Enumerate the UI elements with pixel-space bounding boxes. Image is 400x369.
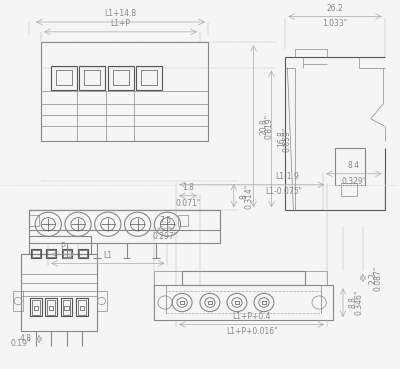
- Bar: [29, 236, 91, 254]
- Text: 4.8: 4.8: [19, 334, 31, 343]
- Bar: [46, 298, 57, 316]
- Bar: [61, 298, 72, 316]
- Bar: [78, 249, 88, 258]
- Bar: [29, 210, 220, 243]
- Text: 1.8: 1.8: [182, 183, 194, 192]
- Bar: [49, 306, 54, 310]
- Text: 0.087": 0.087": [374, 265, 383, 291]
- Bar: [48, 300, 55, 315]
- Text: 1.033": 1.033": [322, 20, 348, 28]
- Text: 8: 8: [240, 194, 249, 199]
- Bar: [30, 298, 42, 316]
- Text: L1: L1: [103, 251, 112, 260]
- Bar: [305, 271, 327, 285]
- Bar: [97, 291, 107, 311]
- Bar: [208, 301, 212, 304]
- Text: L1+P: L1+P: [110, 19, 130, 28]
- Bar: [48, 250, 55, 257]
- Bar: [108, 66, 134, 90]
- Text: 0.297": 0.297": [152, 232, 178, 241]
- Bar: [63, 250, 71, 257]
- Bar: [32, 250, 40, 257]
- Text: 16.8: 16.8: [278, 131, 286, 147]
- Bar: [76, 298, 88, 316]
- Bar: [21, 254, 97, 331]
- Bar: [29, 210, 220, 231]
- Bar: [34, 306, 38, 310]
- Text: 26.2: 26.2: [327, 4, 344, 13]
- Text: P: P: [61, 242, 65, 251]
- Bar: [32, 300, 40, 315]
- Bar: [80, 306, 84, 310]
- Bar: [182, 271, 305, 285]
- Text: L1-0.075": L1-0.075": [265, 187, 302, 196]
- Bar: [235, 301, 239, 304]
- Bar: [154, 271, 182, 285]
- Bar: [46, 249, 56, 258]
- Text: L1+P+0.4: L1+P+0.4: [232, 312, 271, 321]
- Bar: [166, 291, 321, 313]
- Bar: [78, 300, 86, 315]
- Text: 0.071": 0.071": [176, 199, 201, 208]
- Bar: [79, 66, 105, 90]
- Bar: [31, 249, 41, 258]
- Text: 8.4: 8.4: [348, 161, 360, 170]
- Bar: [63, 300, 70, 315]
- Bar: [341, 183, 357, 196]
- Text: 0.314": 0.314": [245, 184, 254, 209]
- Bar: [262, 301, 266, 304]
- Bar: [113, 70, 129, 85]
- Text: L1+P+0.016": L1+P+0.016": [226, 327, 278, 337]
- Text: L1+14.8: L1+14.8: [104, 9, 137, 18]
- Text: 8.8: 8.8: [349, 297, 358, 308]
- Bar: [335, 148, 365, 185]
- Text: 0.819": 0.819": [265, 114, 274, 139]
- Text: 2.2: 2.2: [369, 272, 378, 284]
- Bar: [51, 66, 77, 90]
- Text: 0.346": 0.346": [354, 290, 363, 315]
- Bar: [41, 42, 208, 141]
- Bar: [62, 249, 72, 258]
- Text: L1-1.9: L1-1.9: [276, 172, 299, 181]
- Bar: [141, 70, 158, 85]
- Bar: [56, 70, 72, 85]
- Bar: [64, 306, 69, 310]
- Bar: [180, 301, 184, 304]
- Bar: [178, 215, 188, 226]
- Bar: [79, 250, 87, 257]
- Bar: [84, 70, 100, 85]
- Bar: [13, 291, 23, 311]
- Bar: [29, 215, 39, 226]
- Bar: [136, 66, 162, 90]
- Bar: [154, 285, 333, 320]
- Text: 0.19": 0.19": [11, 339, 31, 348]
- Text: 7.5: 7.5: [159, 216, 171, 225]
- Text: 0.329": 0.329": [341, 177, 366, 186]
- Text: 20.8: 20.8: [260, 118, 268, 135]
- Text: 0.659": 0.659": [283, 126, 292, 152]
